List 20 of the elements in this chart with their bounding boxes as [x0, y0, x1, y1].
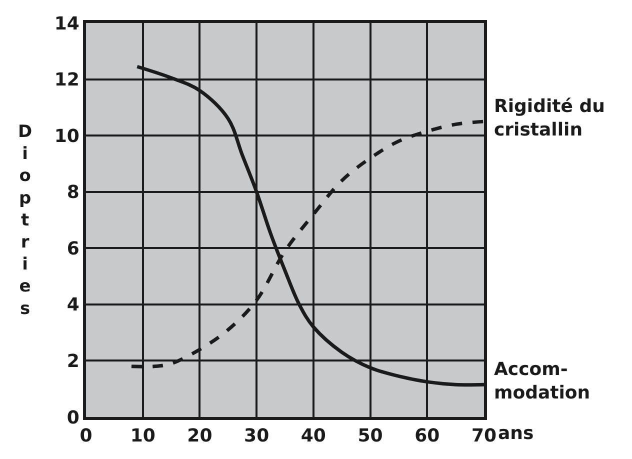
y-tick-label: 0 [66, 407, 80, 428]
x-tick-label: 20 [187, 426, 212, 447]
series-label: Accom- modation [494, 359, 590, 404]
y-tick-label: 8 [66, 182, 80, 204]
y-tick-label: 4 [66, 294, 80, 316]
series-label: Rigidité du cristallin [494, 96, 605, 140]
y-tick-label: 6 [66, 238, 80, 260]
y-tick-label: 2 [66, 351, 80, 372]
y-tick-label: 12 [54, 70, 80, 91]
text: Dioptries [18, 122, 32, 319]
x-tick-label: 40 [300, 426, 326, 447]
x-axis-title: ans [498, 423, 534, 444]
x-tick-label: 30 [244, 426, 270, 447]
x-tick-label: 0 [80, 426, 92, 447]
x-tick-label: 50 [358, 426, 383, 447]
y-tick-label: 14 [54, 13, 80, 34]
x-tick-label: 10 [130, 426, 156, 447]
x-tick-label: 60 [414, 426, 440, 447]
y-tick-label: 10 [54, 126, 80, 147]
x-tick-label: 70 [471, 426, 497, 447]
